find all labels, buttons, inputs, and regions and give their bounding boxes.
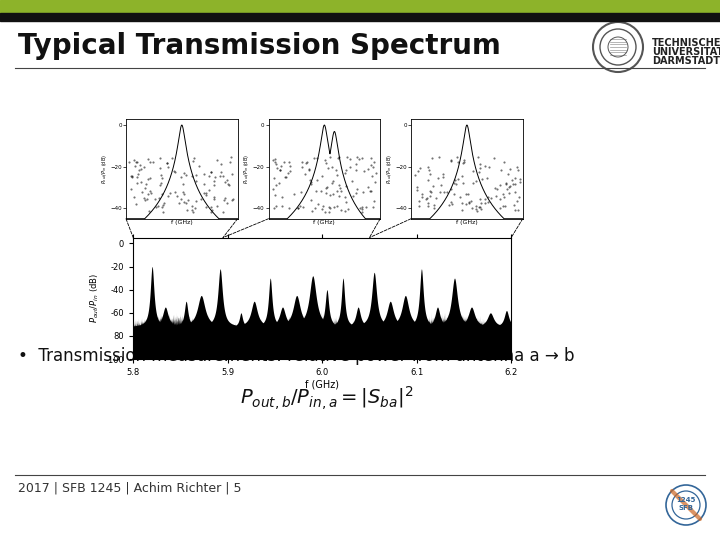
Text: SFB: SFB bbox=[678, 505, 693, 511]
Bar bbox=[0, 0, 720, 13]
Y-axis label: $P_{out}/ P_{in}$ (dB): $P_{out}/ P_{in}$ (dB) bbox=[89, 273, 102, 323]
Text: TECHNISCHE: TECHNISCHE bbox=[652, 38, 720, 48]
Text: $P_{out,b} / P_{in,a} = |S_{ba}|^2$: $P_{out,b} / P_{in,a} = |S_{ba}|^2$ bbox=[240, 385, 413, 413]
Text: UNIVERSITAT: UNIVERSITAT bbox=[652, 47, 720, 57]
Text: 2017 | SFB 1245 | Achim Richter | 5: 2017 | SFB 1245 | Achim Richter | 5 bbox=[18, 482, 241, 495]
Text: •  Transmission measurements: relative power from antenna a → b: • Transmission measurements: relative po… bbox=[18, 347, 575, 365]
Text: DARMSTADT: DARMSTADT bbox=[652, 56, 720, 66]
Text: Typical Transmission Spectrum: Typical Transmission Spectrum bbox=[18, 32, 501, 60]
X-axis label: f (GHz): f (GHz) bbox=[305, 380, 339, 390]
X-axis label: f (GHz): f (GHz) bbox=[313, 220, 336, 225]
X-axis label: f (GHz): f (GHz) bbox=[456, 220, 478, 225]
Y-axis label: $P_{out}/P_{in}$ (dB): $P_{out}/P_{in}$ (dB) bbox=[243, 154, 251, 184]
Y-axis label: $P_{out}/P_{in}$ (dB): $P_{out}/P_{in}$ (dB) bbox=[100, 154, 109, 184]
Bar bbox=[0, 13, 720, 21]
Text: 1245: 1245 bbox=[676, 497, 696, 503]
Y-axis label: $P_{out}/P_{in}$ (dB): $P_{out}/P_{in}$ (dB) bbox=[385, 154, 394, 184]
X-axis label: f (GHz): f (GHz) bbox=[171, 220, 193, 225]
